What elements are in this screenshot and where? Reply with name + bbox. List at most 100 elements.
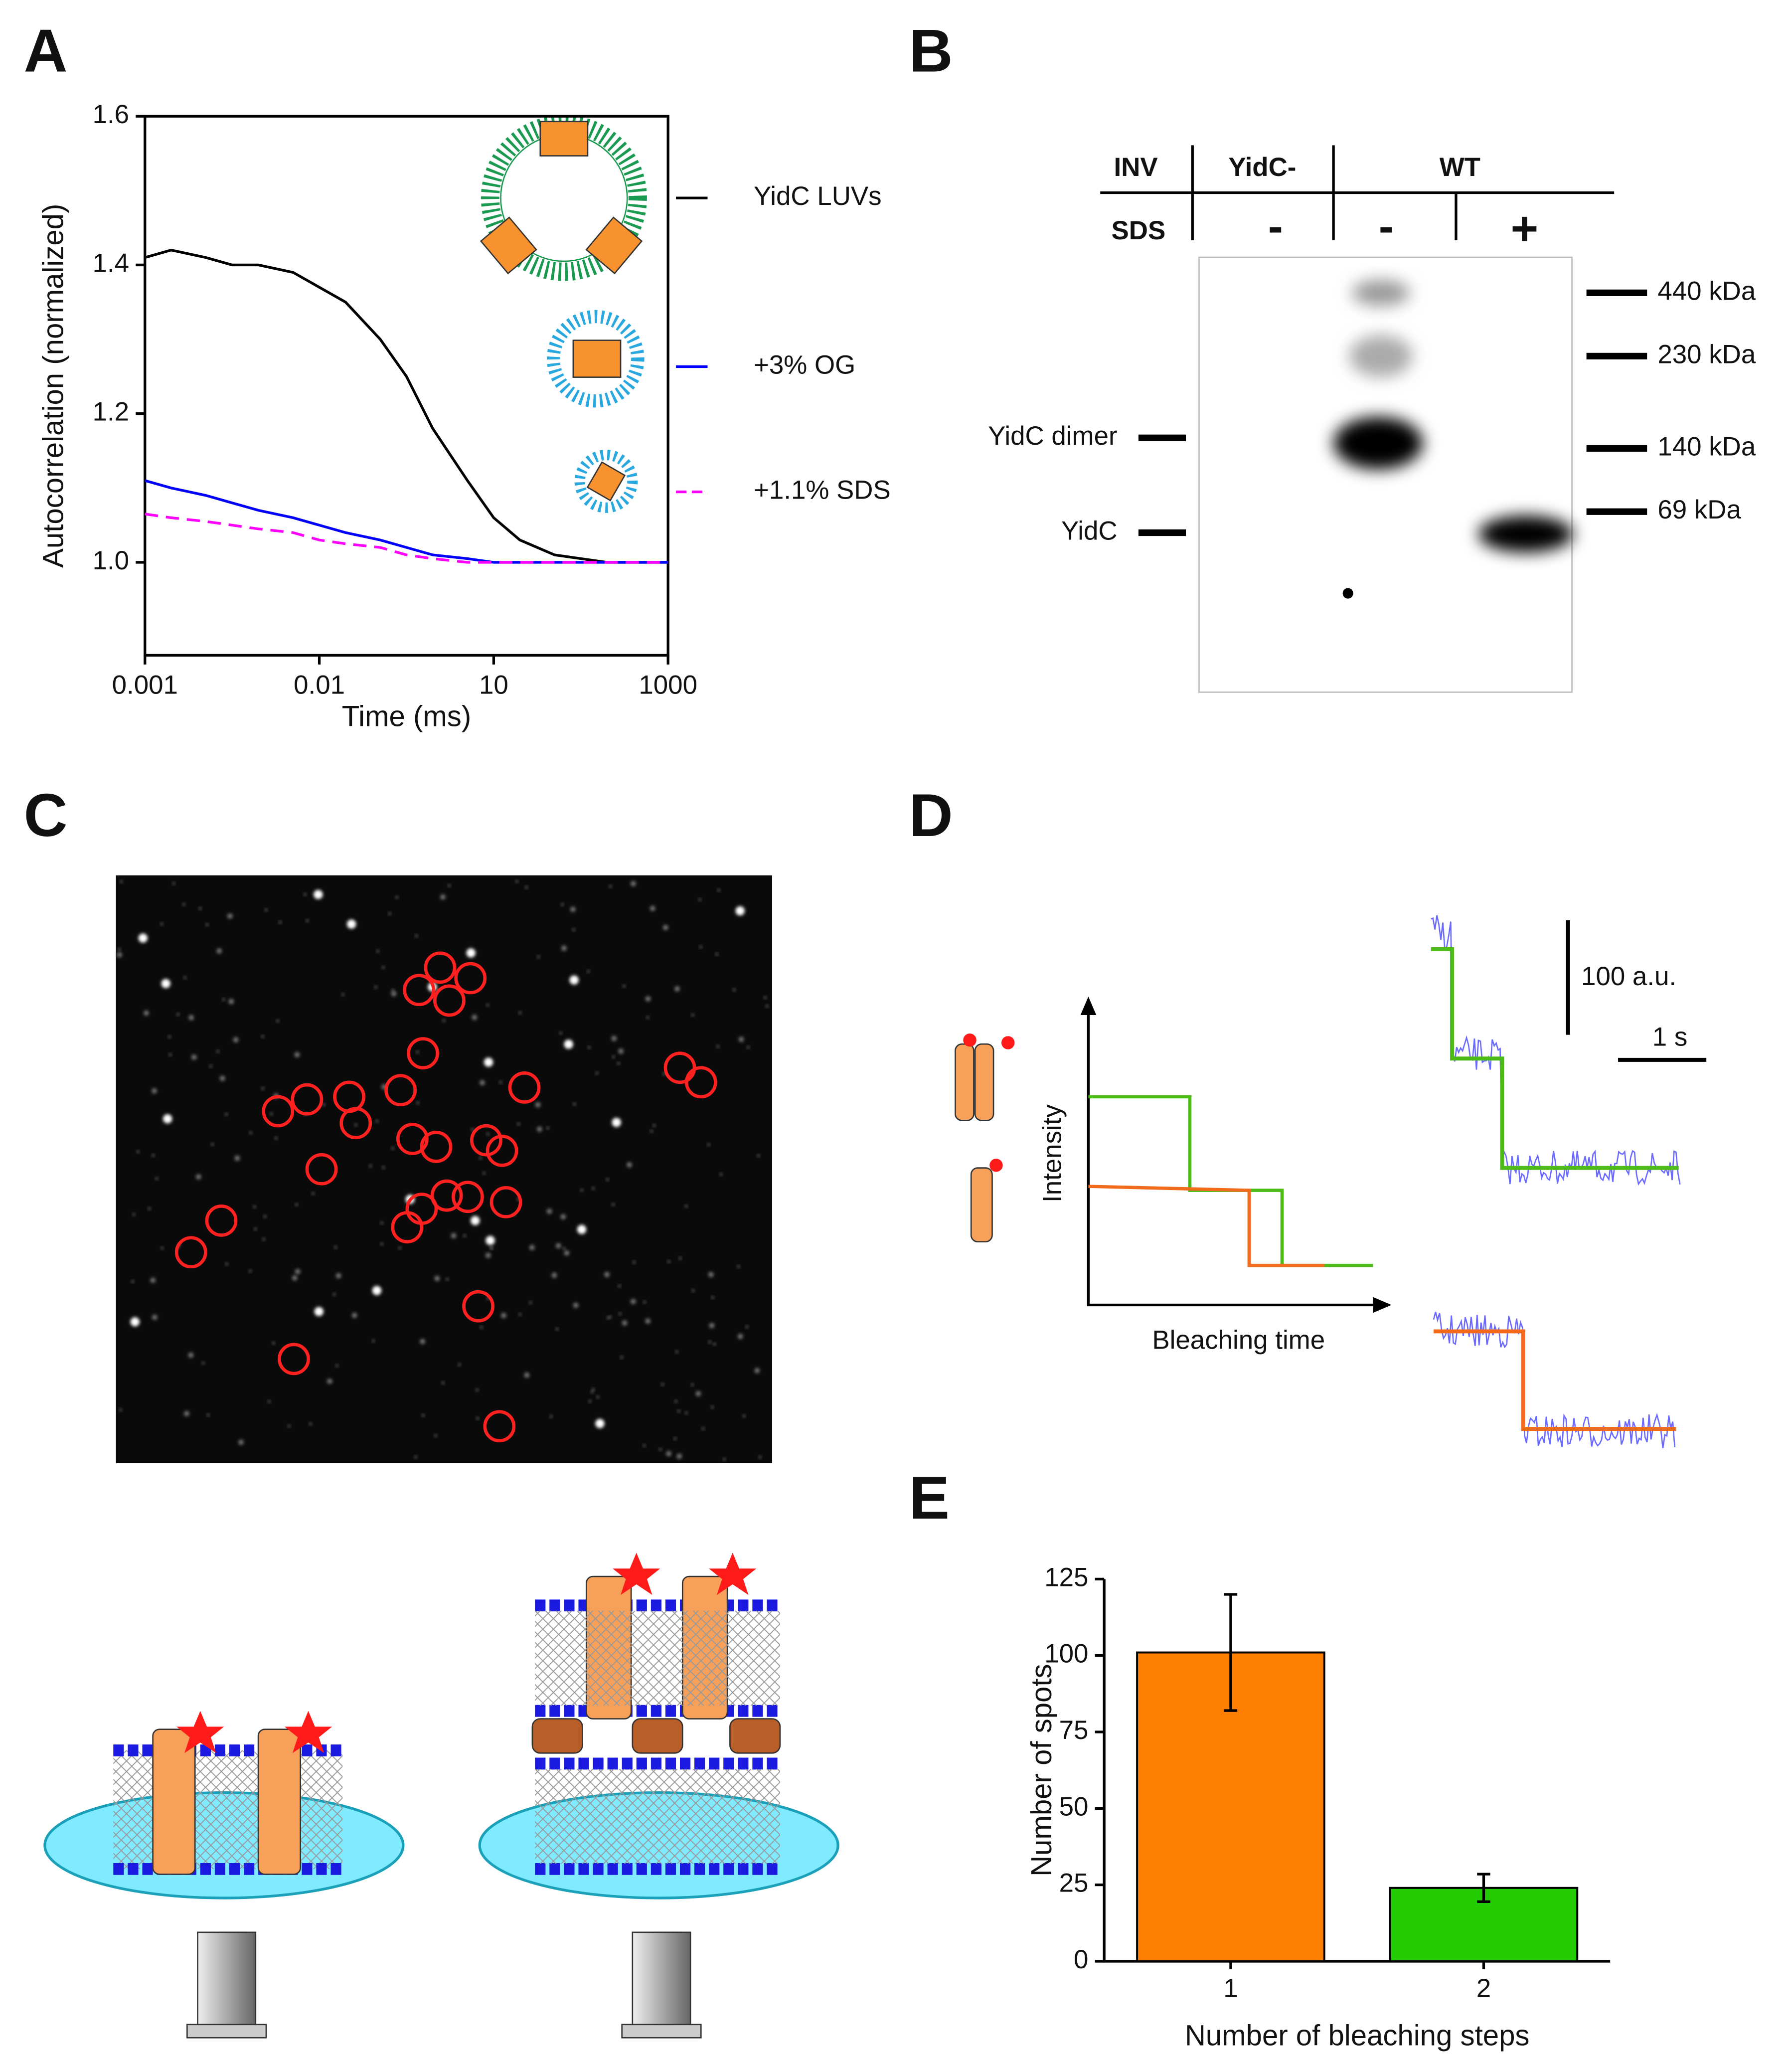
spot	[422, 1414, 425, 1417]
spot-circles	[174, 951, 717, 1443]
spot	[711, 1405, 714, 1408]
spot	[604, 1272, 610, 1277]
y-tick-label: 1.6	[93, 100, 129, 129]
spot	[499, 1081, 502, 1084]
spot	[323, 1103, 326, 1106]
spot	[253, 1205, 256, 1208]
spot	[209, 1064, 212, 1068]
spot	[351, 1313, 357, 1318]
spot	[138, 933, 148, 943]
spot	[650, 1130, 653, 1133]
spot	[306, 919, 309, 922]
spot	[295, 1269, 301, 1274]
spot	[132, 1213, 136, 1216]
spot	[265, 908, 268, 911]
spot	[747, 1045, 750, 1049]
spot	[458, 1363, 461, 1366]
spot	[163, 1114, 172, 1124]
spot	[374, 986, 377, 989]
spot	[515, 880, 518, 883]
spot	[182, 903, 185, 906]
spot	[448, 884, 451, 887]
spot	[577, 1224, 587, 1234]
spot	[130, 1317, 140, 1327]
spot	[148, 1207, 151, 1210]
spot	[314, 1307, 324, 1316]
spot	[737, 1265, 740, 1268]
spot	[529, 1301, 532, 1304]
spot	[442, 1381, 445, 1384]
spot	[620, 1356, 623, 1359]
spot	[633, 1261, 636, 1264]
spot	[233, 1037, 239, 1042]
spot	[607, 1316, 610, 1319]
legend-label: +1.1% SDS	[754, 476, 891, 505]
spot	[415, 934, 418, 938]
spot	[643, 1301, 646, 1304]
spot	[645, 996, 651, 1002]
spot	[155, 1177, 158, 1180]
spot	[569, 975, 579, 985]
spot	[480, 1326, 483, 1329]
spot	[144, 1010, 149, 1016]
y-axis-label: Number of spots	[1025, 1664, 1058, 1877]
spot	[234, 1155, 240, 1161]
band-label: YidC dimer	[988, 421, 1117, 451]
spot	[708, 1272, 714, 1277]
spot	[618, 1048, 624, 1054]
spot	[691, 1289, 695, 1292]
spot	[551, 1272, 557, 1278]
spot	[757, 1154, 760, 1157]
ring	[452, 1181, 484, 1213]
spot	[225, 1262, 228, 1265]
spot	[666, 1451, 671, 1457]
spot	[564, 1250, 570, 1256]
spot	[483, 1172, 486, 1175]
spot	[276, 1020, 279, 1023]
spot	[216, 948, 222, 954]
spot	[312, 1192, 315, 1195]
y-tick-label: 100	[1044, 1639, 1088, 1669]
ring	[291, 1083, 324, 1116]
spot	[546, 1126, 549, 1130]
y-tick-label: 1.0	[93, 546, 129, 575]
gel-header-label: -	[1268, 201, 1283, 251]
gel-header-label: WT	[1440, 153, 1480, 182]
y-tick-label: 1.2	[93, 397, 129, 427]
spot	[416, 1050, 419, 1053]
spot	[643, 1444, 646, 1447]
spot	[380, 1221, 383, 1224]
spot	[745, 1325, 748, 1329]
trace-step	[1434, 1329, 1676, 1431]
spot	[294, 1052, 300, 1057]
spot	[631, 881, 636, 886]
spot	[537, 1126, 542, 1132]
spot	[440, 894, 446, 900]
spot	[563, 1247, 566, 1250]
trace	[1431, 915, 1681, 1186]
y-tick-label: 1.4	[93, 248, 129, 278]
spot	[332, 1293, 336, 1296]
spot	[228, 999, 234, 1005]
ring	[262, 1095, 295, 1128]
spot	[678, 1257, 682, 1260]
y-tick-label: 125	[1044, 1562, 1088, 1592]
ring	[508, 1071, 541, 1104]
marker-label: 230 kDa	[1657, 340, 1756, 369]
spot	[708, 1341, 711, 1344]
spot	[279, 921, 282, 924]
spot	[662, 925, 668, 930]
vesicle-inset	[480, 115, 647, 513]
spot	[715, 953, 718, 956]
spot	[764, 996, 767, 999]
axis-label: Bleaching time	[1152, 1326, 1325, 1355]
spot	[272, 1342, 275, 1345]
x-tick-label: 2	[1476, 1974, 1491, 2003]
spot	[711, 1296, 714, 1299]
ring	[424, 951, 457, 984]
spot	[564, 1039, 573, 1049]
spot	[716, 1045, 719, 1048]
ring	[339, 1107, 372, 1140]
spot	[537, 955, 540, 958]
chart-a: 0.001 0.01 10 1000 1.0 1.2 1.4 1.6 Time (ms) Auto…	[37, 100, 890, 732]
